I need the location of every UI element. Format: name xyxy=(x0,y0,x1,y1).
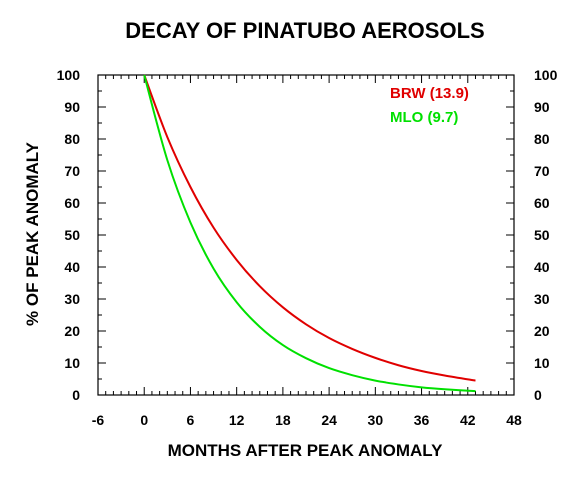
legend-entry-mlo: MLO (9.7) xyxy=(390,109,458,126)
x-tick-label: 36 xyxy=(414,412,430,428)
y-tick-label-right: 50 xyxy=(534,227,550,243)
x-tick-label: 6 xyxy=(187,412,195,428)
y-tick-label: 50 xyxy=(64,227,80,243)
y-axis-label: % OF PEAK ANOMALY xyxy=(23,141,42,326)
x-tick-label: 0 xyxy=(140,412,148,428)
y-tick-label-right: 100 xyxy=(534,67,558,83)
series-line-mlo xyxy=(143,74,476,393)
x-tick-label: 48 xyxy=(506,412,522,428)
y-tick-label-right: 90 xyxy=(534,99,550,115)
y-tick-label: 100 xyxy=(57,67,81,83)
x-tick-label: 18 xyxy=(275,412,291,428)
series-layer xyxy=(143,74,476,393)
y-tick-label-right: 30 xyxy=(534,291,550,307)
chart-title: DECAY OF PINATUBO AEROSOLS xyxy=(125,18,484,43)
y-tick-label-right: 80 xyxy=(534,131,550,147)
x-tick-label: 42 xyxy=(460,412,476,428)
x-tick-label: 24 xyxy=(321,412,337,428)
y-tick-label: 20 xyxy=(64,323,80,339)
legend: BRW (13.9) MLO (9.7) xyxy=(390,85,469,126)
axis-ticks xyxy=(97,74,515,396)
y-tick-label: 40 xyxy=(64,259,80,275)
y-tick-label-right: 40 xyxy=(534,259,550,275)
x-tick-label: 30 xyxy=(368,412,384,428)
y-tick-label: 10 xyxy=(64,355,80,371)
x-tick-label: 12 xyxy=(229,412,245,428)
y-tick-label-right: 70 xyxy=(534,163,550,179)
y-tick-label: 30 xyxy=(64,291,80,307)
y-tick-label-right: 60 xyxy=(534,195,550,211)
y-tick-label-right: 20 xyxy=(534,323,550,339)
y-tick-label-right: 0 xyxy=(534,387,542,403)
series-line-brw xyxy=(143,74,476,382)
y-tick-label: 80 xyxy=(64,131,80,147)
x-axis-label: MONTHS AFTER PEAK ANOMALY xyxy=(168,441,444,460)
x-tick-label: -6 xyxy=(92,412,105,428)
y-tick-label: 90 xyxy=(64,99,80,115)
y-tick-label: 0 xyxy=(72,387,80,403)
y-tick-label: 70 xyxy=(64,163,80,179)
y-tick-label: 60 xyxy=(64,195,80,211)
y-tick-label-right: 10 xyxy=(534,355,550,371)
tick-labels: -6 0 6 12 18 24 30 36 42 48 0 0 10 10 20 20 30 30 40 40 50 50… xyxy=(57,67,558,428)
legend-entry-brw: BRW (13.9) xyxy=(390,85,469,102)
